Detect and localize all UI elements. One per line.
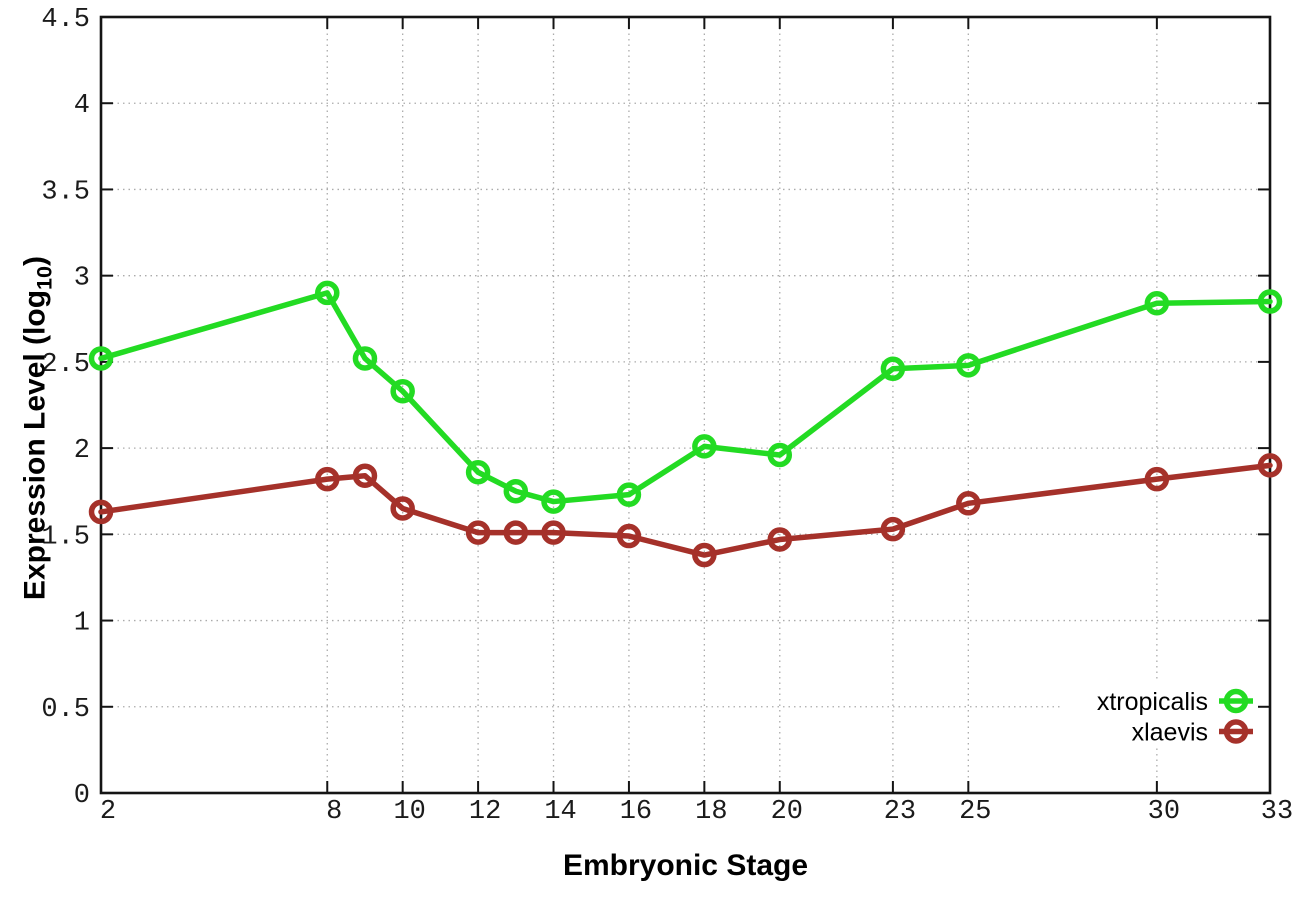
data-point-xlaevis (352, 463, 378, 488)
x-tick-label: 23 (884, 797, 916, 827)
x-tick-label: 10 (393, 797, 425, 827)
data-point-xtropicalis (956, 353, 981, 378)
data-point-xlaevis (465, 520, 491, 545)
y-tick-label: 1 (74, 609, 90, 639)
data-point-xlaevis (956, 491, 981, 516)
data-point-xtropicalis (692, 434, 717, 459)
y-tick-label: 2.5 (41, 350, 90, 380)
y-tick-label: 0.5 (41, 695, 90, 725)
data-point-xlaevis (1257, 453, 1283, 478)
data-point-xlaevis (767, 527, 793, 552)
y-tick-label: 2 (74, 436, 90, 466)
x-tick-label: 30 (1148, 797, 1180, 827)
data-point-xlaevis (503, 520, 529, 545)
y-tick-label: 0 (74, 781, 90, 811)
x-tick-label: 14 (544, 797, 576, 827)
data-point-xlaevis (616, 523, 642, 549)
data-point-xtropicalis (1144, 291, 1170, 316)
x-tick-label: 18 (695, 797, 727, 827)
series-line-xlaevis (98, 462, 1273, 558)
y-tick-label: 3.5 (41, 177, 90, 207)
data-point-xlaevis (315, 466, 340, 492)
data-point-xlaevis (880, 516, 906, 542)
x-tick-label: 16 (620, 797, 652, 827)
x-tick-label: 20 (771, 797, 803, 827)
data-point-xlaevis (692, 542, 717, 568)
data-point-xtropicalis (88, 346, 114, 371)
y-axis-title-text: Expression Level (log (18, 289, 52, 601)
data-point-xtropicalis (315, 280, 340, 306)
data-point-xlaevis (390, 496, 415, 521)
data-point-xtropicalis (541, 489, 566, 514)
data-point-xtropicalis (880, 356, 906, 382)
x-axis-title: Embryonic Stage (101, 849, 1270, 883)
data-point-xtropicalis (767, 442, 793, 468)
legend-marker-icon-xtropicalis (1223, 688, 1249, 714)
data-point-xtropicalis (1257, 289, 1283, 314)
legend-label-xlaevis: xlaevis (1132, 719, 1208, 747)
data-point-xlaevis (88, 499, 114, 525)
data-point-xtropicalis (390, 378, 415, 404)
y-tick-label: 4.5 (41, 5, 90, 35)
x-tick-label: 2 (100, 797, 116, 827)
legend-marker-icon-xlaevis (1223, 719, 1249, 744)
data-point-xtropicalis (465, 460, 491, 485)
plot-border (99, 15, 1272, 795)
x-tick-label: 33 (1261, 797, 1293, 827)
y-tick-label: 3 (74, 264, 90, 294)
legend-label-xtropicalis: xtropicalis (1097, 688, 1208, 716)
data-point-xtropicalis (352, 346, 378, 371)
y-tick-label: 4 (74, 91, 90, 121)
y-axis-title-subscript: 10 (31, 265, 57, 290)
x-axis-title-text: Embryonic Stage (562, 849, 809, 882)
y-tick-label: 1.5 (41, 522, 90, 552)
data-point-xlaevis (1144, 466, 1170, 492)
data-point-xtropicalis (616, 482, 642, 507)
x-tick-label: 25 (959, 797, 991, 827)
y-axis-title: Expression Level (log10) (19, 256, 58, 600)
data-point-xlaevis (541, 520, 566, 545)
data-point-xtropicalis (503, 478, 529, 504)
series-line-xtropicalis (98, 290, 1273, 505)
x-tick-label: 12 (469, 797, 501, 827)
y-axis-title-close: ) (18, 255, 52, 266)
x-tick-label: 8 (326, 797, 342, 827)
